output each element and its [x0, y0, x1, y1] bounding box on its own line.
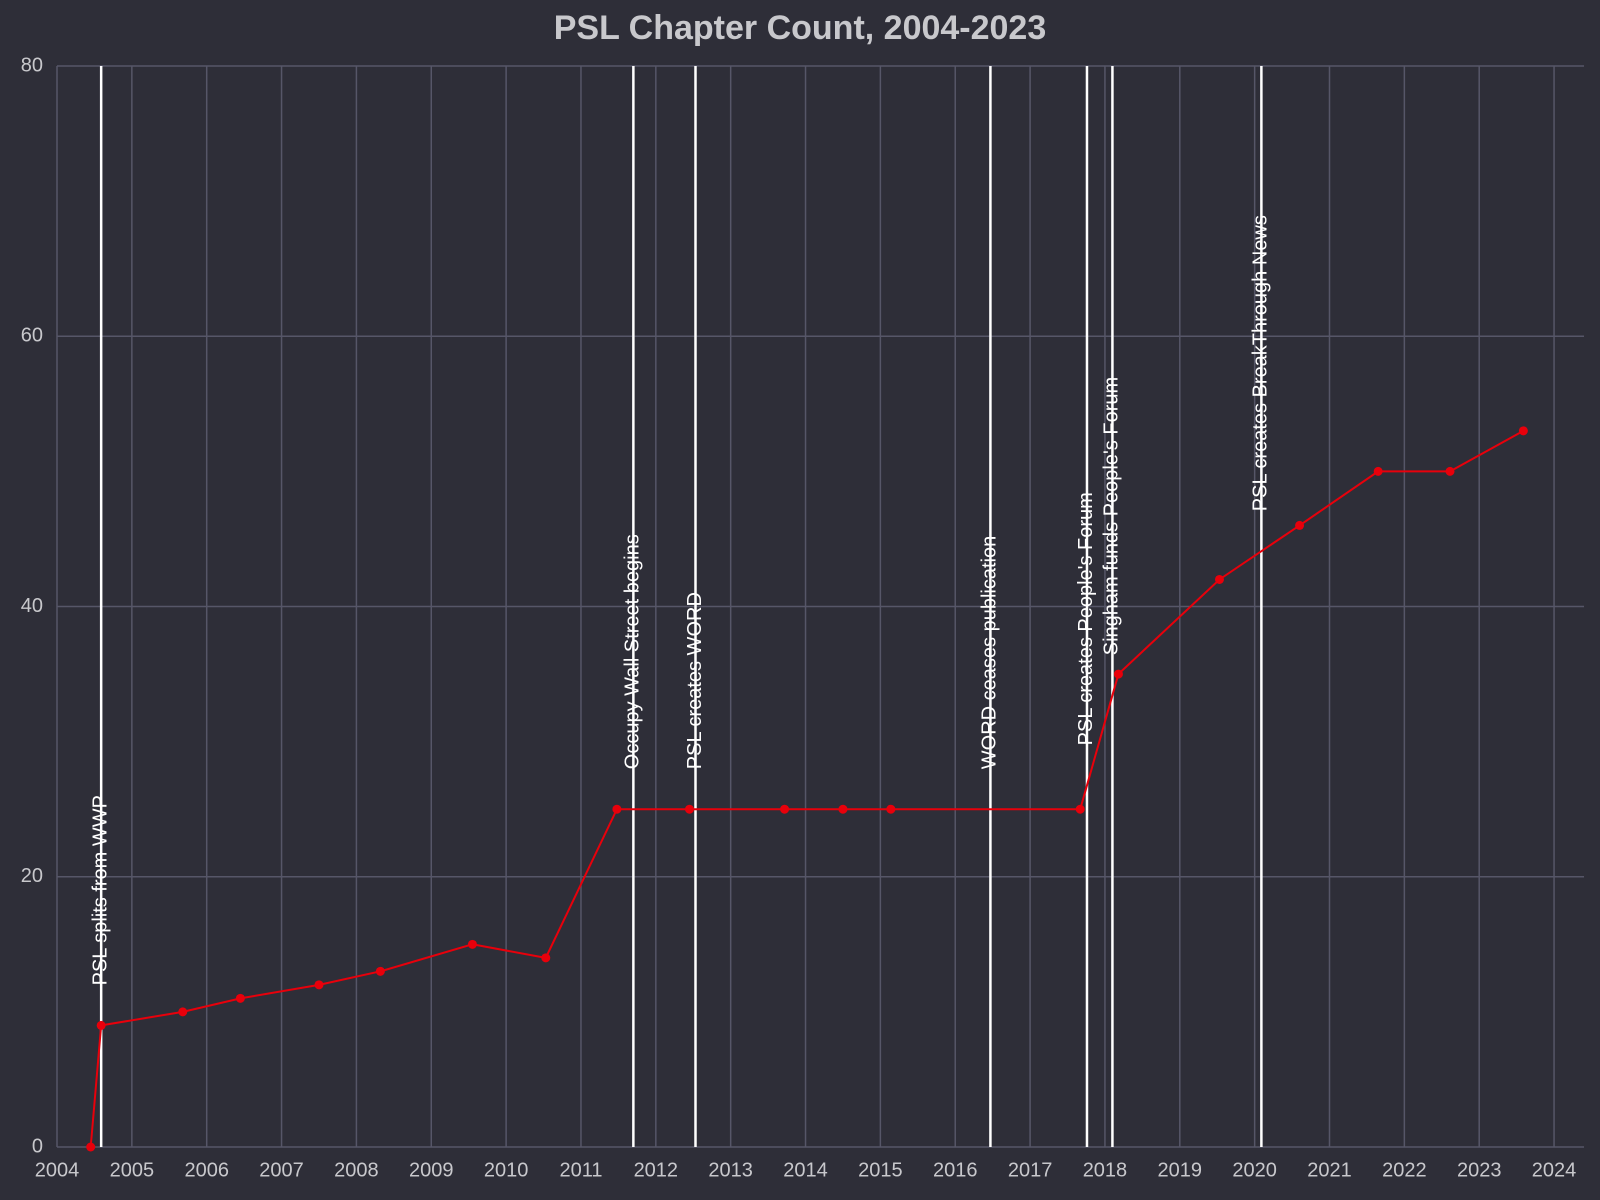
data-point [1518, 426, 1528, 436]
data-point [612, 804, 622, 814]
x-tick-label: 2009 [409, 1159, 454, 1181]
data-point [96, 1020, 106, 1030]
x-tick-label: 2007 [259, 1159, 304, 1181]
chart-title: PSL Chapter Count, 2004-2023 [554, 9, 1047, 47]
data-point [235, 993, 245, 1003]
data-point [375, 966, 385, 976]
x-tick-label: 2004 [35, 1159, 80, 1181]
event-label: WORD ceases publication [979, 536, 1001, 769]
data-point [1214, 574, 1224, 584]
x-tick-label: 2010 [484, 1159, 529, 1181]
x-tick-label: 2023 [1457, 1159, 1502, 1181]
x-tick-label: 2021 [1307, 1159, 1352, 1181]
x-tick-label: 2013 [708, 1159, 753, 1181]
data-point [1445, 466, 1455, 476]
data-point [1075, 804, 1085, 814]
data-point [780, 804, 790, 814]
x-tick-label: 2019 [1158, 1159, 1203, 1181]
x-tick-label: 2018 [1083, 1159, 1128, 1181]
y-tick-label: 0 [32, 1135, 43, 1157]
data-point [1295, 520, 1305, 530]
x-tick-label: 2006 [184, 1159, 229, 1181]
event-label: PSL creates People's Forum [1075, 492, 1097, 745]
event-label: PSL creates WORD [684, 592, 706, 769]
y-tick-label: 20 [21, 865, 43, 887]
data-point [541, 953, 551, 963]
event-label: PSL creates BreakThrough News [1250, 215, 1272, 511]
x-tick-label: 2008 [334, 1159, 379, 1181]
event-label: Occupy Wall Street begins [622, 534, 644, 769]
data-point [178, 1007, 188, 1017]
y-tick-label: 60 [21, 325, 43, 347]
x-tick-label: 2012 [634, 1159, 679, 1181]
y-tick-label: 80 [21, 54, 43, 76]
x-tick-label: 2015 [858, 1159, 903, 1181]
data-point [467, 939, 477, 949]
x-tick-label: 2016 [933, 1159, 978, 1181]
x-tick-label: 2020 [1232, 1159, 1277, 1181]
data-point [86, 1142, 96, 1152]
data-point [685, 804, 695, 814]
data-point [838, 804, 848, 814]
event-label: Singham funds People's Forum [1101, 377, 1123, 655]
x-tick-label: 2005 [110, 1159, 155, 1181]
data-line [89, 429, 1524, 1148]
data-point [1113, 669, 1123, 679]
x-tick-label: 2014 [783, 1159, 828, 1181]
x-tick-label: 2011 [559, 1159, 602, 1181]
x-tick-label: 2022 [1382, 1159, 1427, 1181]
data-point [314, 980, 324, 990]
data-point [886, 804, 896, 814]
x-tick-label: 2024 [1532, 1159, 1577, 1181]
data-point [1373, 466, 1383, 476]
x-tick-label: 2017 [1008, 1159, 1053, 1181]
y-tick-label: 40 [21, 595, 43, 617]
event-label: PSL splits from WWP [89, 795, 111, 985]
